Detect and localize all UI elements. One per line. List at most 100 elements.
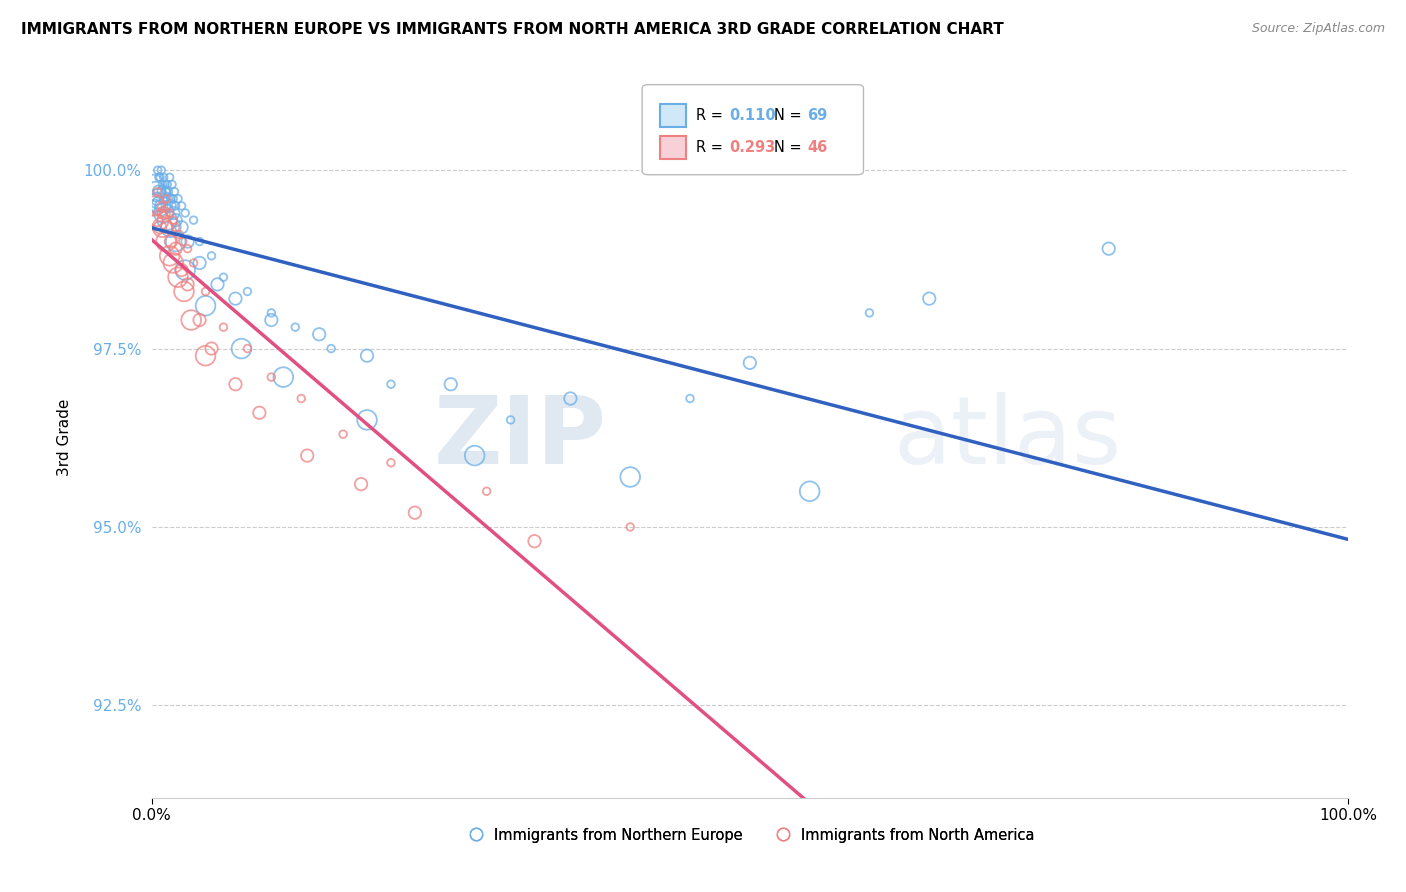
FancyBboxPatch shape xyxy=(643,85,863,175)
Point xyxy=(165,220,187,235)
Point xyxy=(560,392,582,406)
Point xyxy=(152,206,174,220)
Point xyxy=(212,320,235,334)
Point xyxy=(271,370,294,384)
Point xyxy=(149,170,172,185)
Point xyxy=(155,192,177,206)
Point xyxy=(152,206,174,220)
Point xyxy=(159,170,181,185)
Point xyxy=(155,185,177,199)
Point xyxy=(200,342,222,356)
Point xyxy=(212,270,235,285)
Point xyxy=(380,456,402,470)
Text: R =: R = xyxy=(696,140,727,155)
FancyBboxPatch shape xyxy=(659,136,686,159)
Point xyxy=(153,178,176,192)
Point xyxy=(224,292,246,306)
Point xyxy=(380,377,402,392)
Point xyxy=(145,213,167,227)
Point xyxy=(224,377,246,392)
Point xyxy=(150,163,173,178)
Point xyxy=(1098,242,1121,256)
Point xyxy=(146,185,169,199)
Point xyxy=(350,477,373,491)
Point xyxy=(308,327,330,342)
Point xyxy=(260,306,283,320)
Point xyxy=(148,192,170,206)
Point xyxy=(356,349,378,363)
Point xyxy=(247,406,270,420)
Legend: Immigrants from Northern Europe, Immigrants from North America: Immigrants from Northern Europe, Immigra… xyxy=(460,822,1040,848)
Point xyxy=(183,256,205,270)
Point xyxy=(159,249,181,263)
Point xyxy=(167,227,190,242)
Point xyxy=(464,449,486,463)
Point xyxy=(165,242,187,256)
Point xyxy=(188,256,211,270)
Point xyxy=(165,213,187,227)
Point xyxy=(236,342,259,356)
Text: N =: N = xyxy=(773,108,806,123)
Point xyxy=(155,235,177,249)
Point xyxy=(152,185,174,199)
Point xyxy=(297,449,319,463)
Point xyxy=(619,470,641,484)
Point xyxy=(332,427,354,442)
Point xyxy=(173,285,195,299)
Point xyxy=(156,178,179,192)
Text: Source: ZipAtlas.com: Source: ZipAtlas.com xyxy=(1251,22,1385,36)
Point xyxy=(200,249,222,263)
Point xyxy=(162,192,184,206)
Text: 0.293: 0.293 xyxy=(730,140,776,155)
Point xyxy=(152,170,174,185)
Point xyxy=(148,213,170,227)
Point xyxy=(152,178,174,192)
Point xyxy=(176,242,198,256)
Point xyxy=(194,285,217,299)
Point xyxy=(162,256,184,270)
Point xyxy=(159,199,181,213)
Point xyxy=(799,484,821,499)
Text: 46: 46 xyxy=(807,140,828,155)
Text: atlas: atlas xyxy=(893,392,1122,483)
Point xyxy=(146,163,169,178)
Point xyxy=(174,206,197,220)
Point xyxy=(150,199,173,213)
Point xyxy=(170,220,193,235)
Point xyxy=(163,185,186,199)
Point xyxy=(155,192,177,206)
Point xyxy=(619,520,641,534)
Text: IMMIGRANTS FROM NORTHERN EUROPE VS IMMIGRANTS FROM NORTH AMERICA 3RD GRADE CORRE: IMMIGRANTS FROM NORTHERN EUROPE VS IMMIG… xyxy=(21,22,1004,37)
Point xyxy=(167,192,190,206)
Text: R =: R = xyxy=(696,108,727,123)
Point xyxy=(148,170,170,185)
Point xyxy=(165,235,187,249)
Point xyxy=(284,320,307,334)
Point xyxy=(159,206,181,220)
Point xyxy=(143,199,166,213)
Point xyxy=(260,370,283,384)
Point xyxy=(143,178,166,192)
Point xyxy=(174,263,197,277)
Text: N =: N = xyxy=(773,140,806,155)
Point xyxy=(165,199,187,213)
Point xyxy=(194,349,217,363)
Point xyxy=(152,206,174,220)
Point xyxy=(149,220,172,235)
FancyBboxPatch shape xyxy=(659,104,686,128)
Point xyxy=(172,235,194,249)
Point xyxy=(176,235,198,249)
Point xyxy=(148,185,170,199)
Point xyxy=(188,235,211,249)
Point xyxy=(160,220,183,235)
Point xyxy=(176,277,198,292)
Point xyxy=(523,534,546,549)
Point xyxy=(157,185,180,199)
Point xyxy=(356,413,378,427)
Y-axis label: 3rd Grade: 3rd Grade xyxy=(58,399,72,476)
Point xyxy=(170,199,193,213)
Point xyxy=(160,235,183,249)
Point xyxy=(738,356,761,370)
Point xyxy=(145,185,167,199)
Point xyxy=(156,213,179,227)
